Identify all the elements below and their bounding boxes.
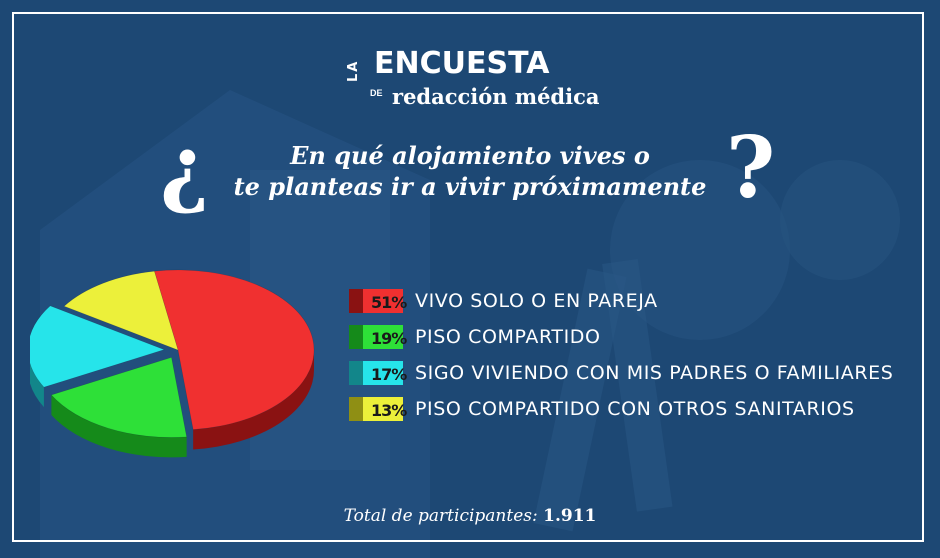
brand-name: ENCUESTA xyxy=(374,46,550,81)
legend-percentage: 13% xyxy=(371,401,407,420)
legend-color-swatch: 19% xyxy=(349,325,407,349)
inverted-question-mark: ¿ xyxy=(160,118,210,217)
pie-slice-3 xyxy=(63,270,179,351)
legend-label: VIVO SOLO O EN PAREJA xyxy=(415,290,658,312)
pie-slice-side-0 xyxy=(193,350,314,450)
legend-label: SIGO VIVIENDO CON MIS PADRES O FAMILIARE… xyxy=(415,362,894,384)
white-frame xyxy=(12,12,924,542)
pie-slice-2 xyxy=(30,305,165,388)
brand-la: LA xyxy=(346,59,361,82)
legend-percentage: 19% xyxy=(371,329,407,348)
pie-chart xyxy=(30,269,315,458)
question-mark: ? xyxy=(726,118,776,217)
question-line-1: En qué alojamiento vives o xyxy=(290,141,650,170)
pie-slice-side-2 xyxy=(30,362,44,408)
legend-label: PISO COMPARTIDO CON OTROS SANITARIOS xyxy=(415,398,855,420)
legend-color-swatch: 13% xyxy=(349,397,407,421)
brand-logo: LA ENCUESTA DE redacción médica xyxy=(340,40,610,115)
brand-subtitle: redacción médica xyxy=(392,84,600,109)
pie-slice-side-1 xyxy=(51,394,187,458)
pie-slice-0 xyxy=(153,269,315,430)
pie-slice-1 xyxy=(50,357,187,438)
brand-de: DE xyxy=(370,88,383,98)
total-value: 1.911 xyxy=(543,506,597,526)
legend-percentage: 51% xyxy=(371,293,407,312)
legend-color-swatch: 51% xyxy=(349,289,407,313)
legend-color-swatch: 17% xyxy=(349,361,407,385)
legend-label: PISO COMPARTIDO xyxy=(415,326,601,348)
question-line-2: te planteas ir a vivir próximamente xyxy=(233,172,707,201)
total-label: Total de participantes: xyxy=(343,506,538,526)
legend-percentage: 17% xyxy=(371,365,407,384)
total-participants: Total de participantes: 1.911 xyxy=(0,506,940,526)
chart-question: En qué alojamiento vives o te planteas i… xyxy=(210,140,730,202)
